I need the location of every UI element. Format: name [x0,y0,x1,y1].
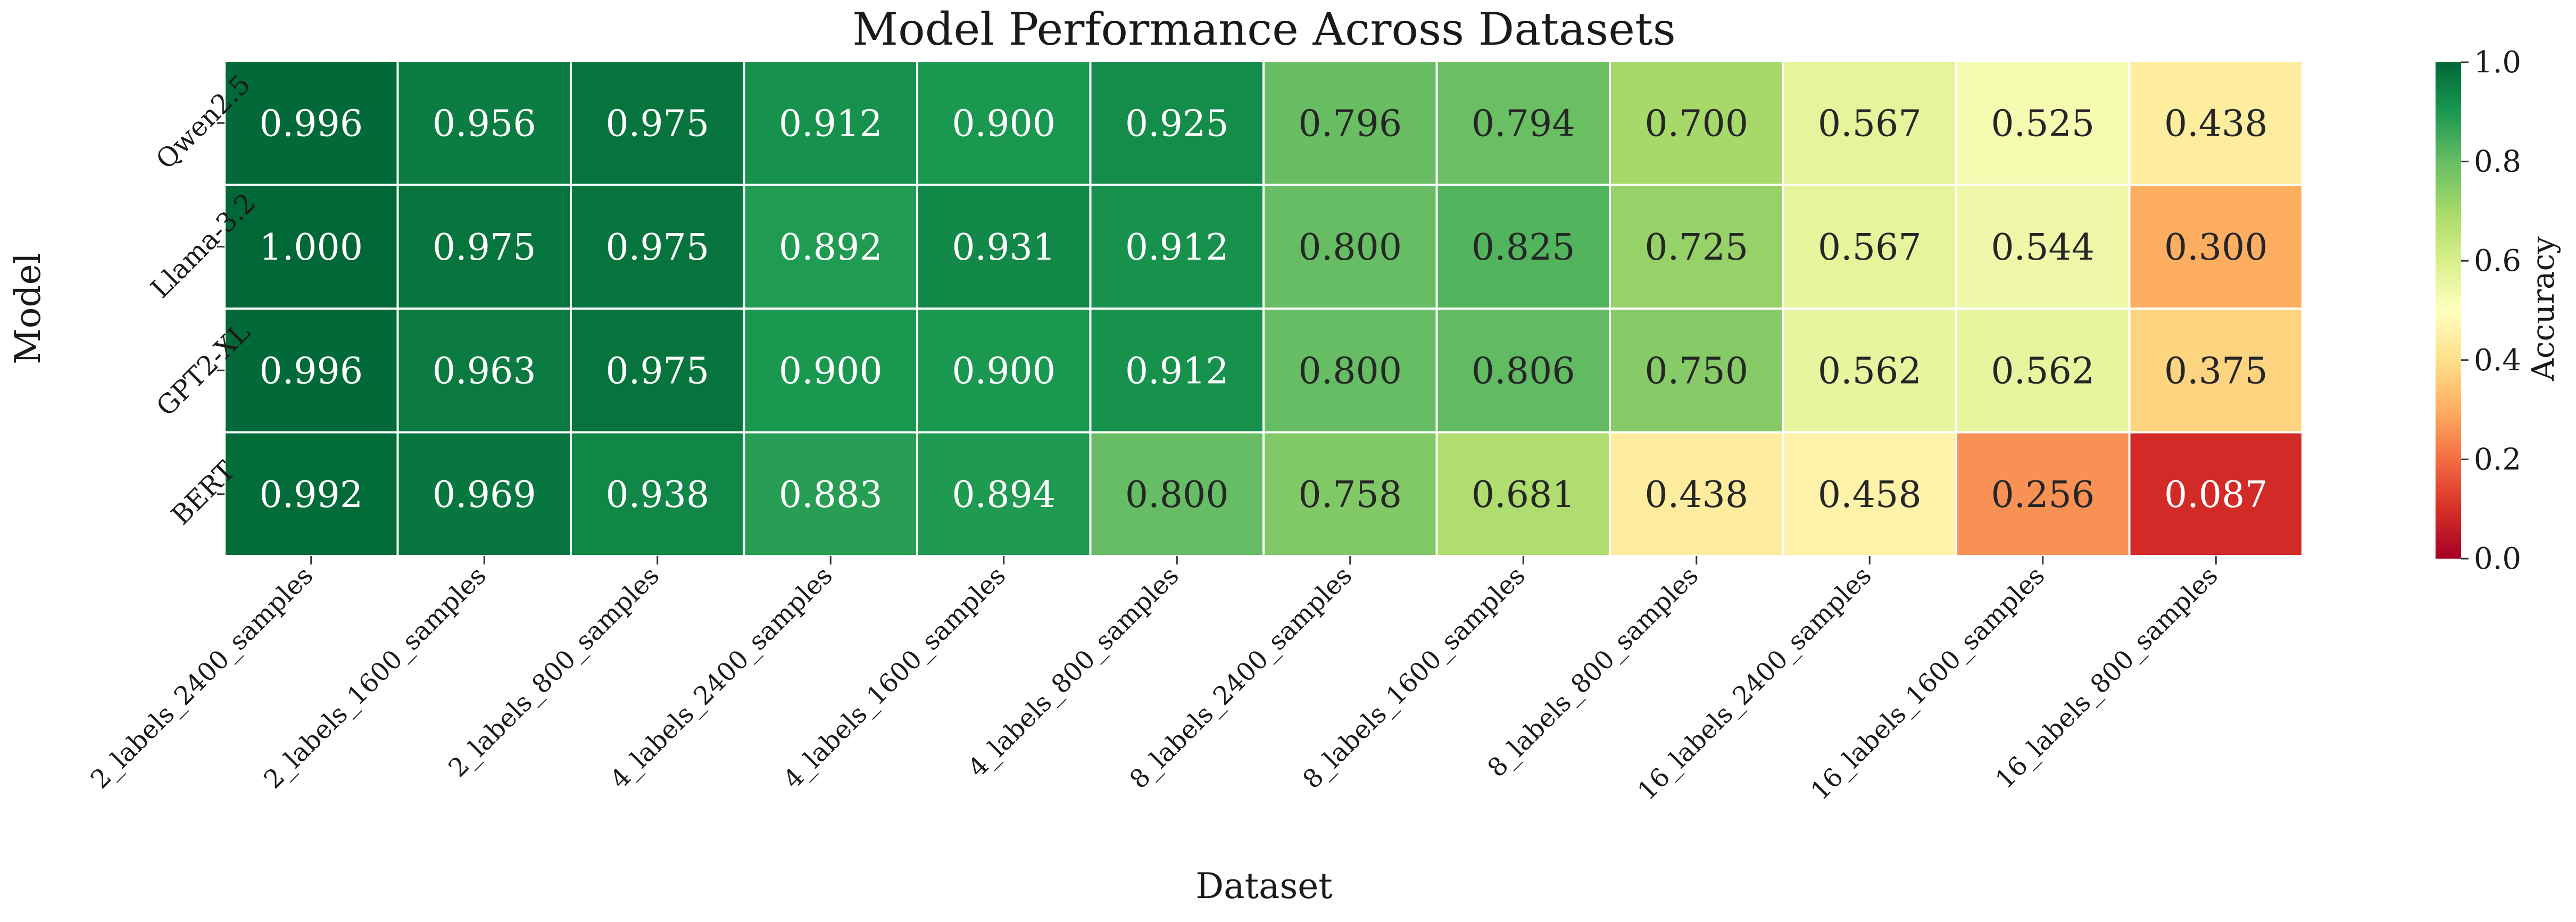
heatmap-cell [1955,184,2131,310]
heatmap-cell [223,60,399,186]
x-axis-label: Dataset [1195,866,1333,907]
heatmap-cell [1609,431,1784,557]
cell-value-label: 0.912 [779,103,883,145]
heatmap-cell [916,308,1092,434]
heatmap-cell [223,308,399,434]
cell-value-label: 0.996 [259,350,363,392]
cell-value-label: 0.562 [1818,350,1922,392]
cell-value-label: 0.375 [2164,350,2268,392]
cell-value-label: 0.912 [1125,227,1229,269]
heatmap-cell [1609,184,1784,310]
heatmap-cell [743,60,918,186]
cell-value-label: 0.800 [1125,474,1229,516]
cell-value-label: 0.825 [1472,227,1575,269]
heatmap-cell [1782,60,1957,186]
heatmap-cell [743,308,918,434]
cell-value-label: 0.758 [1298,474,1402,516]
cell-value-label: 0.931 [952,227,1056,269]
x-tick-labels: 2_labels_2400_samples2_labels_1600_sampl… [85,556,2224,806]
cell-value-label: 0.900 [952,350,1056,392]
cell-value-label: 0.700 [1644,103,1748,145]
cell-value-label: 0.681 [1472,474,1575,516]
heatmap-cell [1262,184,1438,310]
heatmap-cell [1089,60,1265,186]
heatmap-cell [1435,184,1611,310]
heatmap-cell [2128,184,2304,310]
heatmap-cell [396,60,572,186]
heatmap-cell [1089,431,1265,557]
cell-value-label: 0.794 [1472,103,1575,145]
colorbar-tick-label: 0.2 [2474,442,2521,477]
cell-value-label: 0.956 [433,103,536,145]
cell-value-label: 0.725 [1644,227,1748,269]
colorbar-tick-label: 0.0 [2474,542,2521,576]
colorbar-tick-label: 1.0 [2474,45,2521,80]
heatmap-cell [570,60,745,186]
colorbar-gradient [2436,62,2461,559]
colorbar-tick-label: 0.4 [2474,343,2521,378]
chart-title: Model Performance Across Datasets [852,3,1676,55]
cell-value-label: 0.975 [605,350,709,392]
heatmap-cell [2128,60,2304,186]
heatmap-cell [570,431,745,557]
cell-value-label: 0.438 [2164,103,2268,145]
heatmap-cell [1262,431,1438,557]
heatmap-cell [396,184,572,310]
cell-value-label: 0.087 [2164,474,2268,516]
colorbar-tick-label: 0.8 [2474,145,2521,179]
cell-value-label: 0.300 [2164,227,2268,269]
heatmap-cell [916,184,1092,310]
cell-value-label: 0.900 [952,103,1056,145]
colorbar: 0.0 0.2 0.4 0.6 0.8 1.0 [2436,45,2521,576]
cell-value-label: 0.800 [1298,350,1402,392]
cell-value-label: 0.894 [952,474,1056,516]
heatmap-cell [570,308,745,434]
heatmap-cell [1782,184,1957,310]
cell-value-label: 0.883 [779,474,883,516]
cell-value-label: 0.963 [433,350,536,392]
heatmap-cell [1089,184,1265,310]
heatmap-cell [2128,308,2304,434]
cell-value-label: 0.975 [433,227,536,269]
cell-value-label: 0.796 [1298,103,1402,145]
cell-value-label: 0.912 [1125,350,1229,392]
heatmap-cell [2128,431,2304,557]
cell-value-label: 0.256 [1991,474,2095,516]
cell-value-label: 0.938 [605,474,709,516]
heatmap-cells: 0.996 0.956 0.975 0.912 0.900 0.925 0.796 0.794… [223,60,2304,557]
heatmap-cell [1955,431,2131,557]
cell-value-label: 0.567 [1818,103,1922,145]
cell-value-label: 0.925 [1125,103,1229,145]
heatmap-cell [1262,308,1438,434]
colorbar-tick-label: 0.6 [2474,244,2521,278]
cell-value-label: 0.567 [1818,227,1922,269]
cell-value-label: 0.438 [1644,474,1748,516]
cell-value-label: 0.900 [779,350,883,392]
cell-value-label: 0.525 [1991,103,2095,145]
heatmap-cell [743,184,918,310]
y-axis-label: Model [7,253,48,364]
heatmap-cell [1435,60,1611,186]
heatmap-cell [1782,431,1957,557]
cell-value-label: 0.892 [779,227,883,269]
heatmap-cell [223,431,399,557]
cell-value-label: 1.000 [259,227,363,269]
cell-value-label: 0.992 [259,474,363,516]
heatmap-cell [743,431,918,557]
cell-value-label: 0.544 [1991,227,2095,269]
cell-value-label: 0.806 [1472,350,1575,392]
cell-value-label: 0.969 [433,474,536,516]
colorbar-label: Accuracy [2525,236,2561,381]
cell-value-label: 0.996 [259,103,363,145]
heatmap-cell [396,431,572,557]
cell-value-label: 0.458 [1818,474,1922,516]
cell-value-label: 0.562 [1991,350,2095,392]
cell-value-label: 0.750 [1644,350,1748,392]
cell-value-label: 0.975 [605,227,709,269]
cell-value-label: 0.975 [605,103,709,145]
cell-value-label: 0.800 [1298,227,1402,269]
